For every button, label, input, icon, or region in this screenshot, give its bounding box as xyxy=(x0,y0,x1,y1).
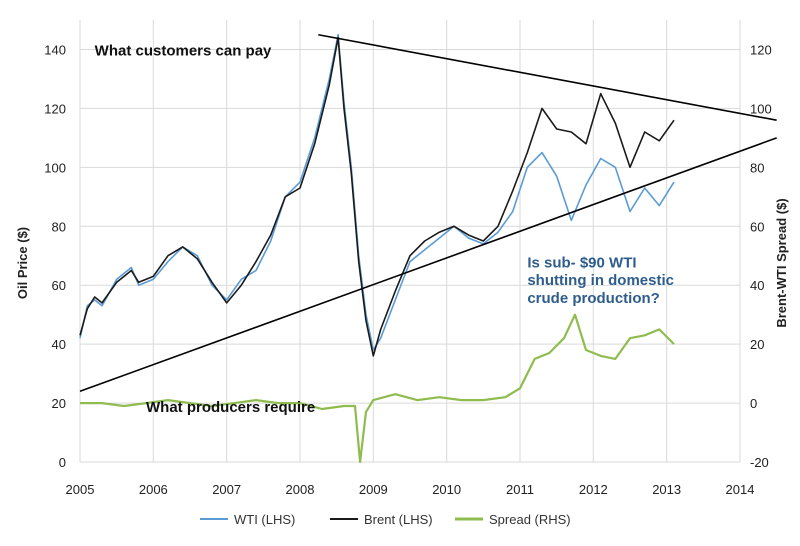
x-tick-label: 2013 xyxy=(652,482,681,497)
annotations: What customers can pay What producers req… xyxy=(95,42,674,416)
trend-lines xyxy=(79,33,777,393)
trend-line-upper xyxy=(318,33,777,121)
legend-label: Spread (RHS) xyxy=(489,512,571,527)
tick-labels: 2005 2006 2007 2008 2009 2010 2011 2012 2013 2014… xyxy=(44,42,771,497)
y-axis-title-right: Brent-WTI Spread ($) xyxy=(774,198,789,327)
series-line-spread xyxy=(80,313,675,464)
x-tick-label: 2007 xyxy=(212,482,241,497)
x-tick-label: 2006 xyxy=(139,482,168,497)
y-tick-label-right: 60 xyxy=(750,219,764,234)
y-tick-label-right: 20 xyxy=(750,337,764,352)
legend-label: WTI (LHS) xyxy=(234,512,295,527)
x-tick-label: 2009 xyxy=(359,482,388,497)
y-tick-label-right: -20 xyxy=(750,455,769,470)
y-tick-label-right: 120 xyxy=(750,42,772,57)
y-tick-label-left: 140 xyxy=(44,42,66,57)
y-axis-title-left: Oil Price ($) xyxy=(15,227,30,299)
x-tick-label: 2010 xyxy=(432,482,461,497)
x-tick-label: 2012 xyxy=(579,482,608,497)
y-tick-label-left: 20 xyxy=(52,396,66,411)
y-tick-label-left: 80 xyxy=(52,219,66,234)
x-tick-label: 2014 xyxy=(726,482,755,497)
x-tick-label: 2005 xyxy=(66,482,95,497)
y-tick-label-left: 60 xyxy=(52,278,66,293)
series-group xyxy=(79,33,675,464)
y-tick-label-left: 120 xyxy=(44,101,66,116)
y-tick-label-left: 40 xyxy=(52,337,66,352)
trend-line-lower xyxy=(79,137,777,393)
x-tick-label: 2008 xyxy=(286,482,315,497)
y-tick-label-left: 100 xyxy=(44,160,66,175)
legend: WTI (LHS) Brent (LHS) Spread (RHS) xyxy=(200,512,571,527)
y-tick-label-right: 80 xyxy=(750,160,764,175)
series-line-brent xyxy=(79,36,675,357)
annotation-text: crude production? xyxy=(527,290,660,307)
y-tick-label-right: 40 xyxy=(750,278,764,293)
annotation-text: shutting in domestic xyxy=(527,272,674,289)
y-tick-label-right: 0 xyxy=(750,396,757,411)
x-tick-label: 2011 xyxy=(506,482,534,497)
legend-label: Brent (LHS) xyxy=(364,512,433,527)
y-tick-label-left: 0 xyxy=(59,455,66,470)
annotation-text: What producers require xyxy=(146,399,315,416)
annotation-text: What customers can pay xyxy=(95,42,272,59)
annotation-text: Is sub- $90 WTI xyxy=(527,255,636,272)
y-tick-label-right: 100 xyxy=(750,101,772,116)
